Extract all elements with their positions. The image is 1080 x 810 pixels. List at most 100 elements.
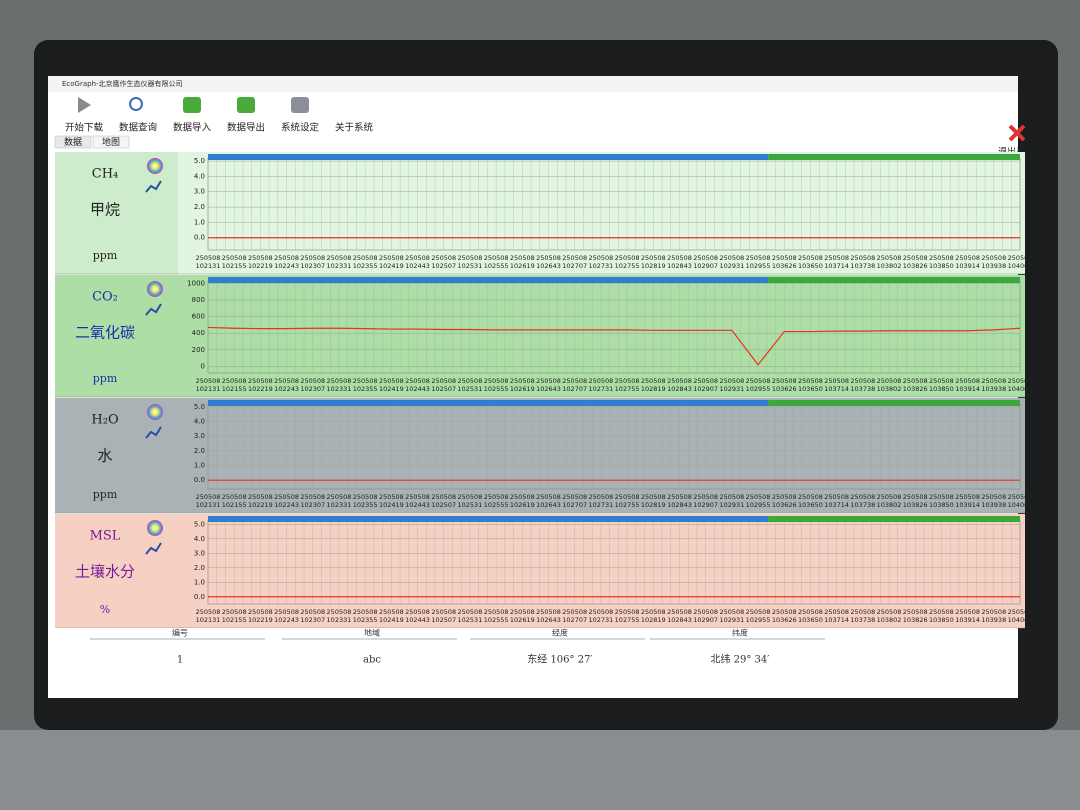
x-tick-time: 102331 <box>327 501 352 509</box>
x-tick-time: 102531 <box>458 616 483 624</box>
x-tick-date: 250508 <box>248 608 273 616</box>
x-tick-date: 250508 <box>772 254 797 262</box>
x-tick-time: 102355 <box>353 501 378 509</box>
x-tick-time: 102731 <box>588 385 613 393</box>
x-tick-date: 250508 <box>641 254 666 262</box>
x-tick-date: 250508 <box>536 254 561 262</box>
color-picker[interactable] <box>147 520 163 536</box>
x-tick-date: 250508 <box>798 254 823 262</box>
x-tick-time: 102931 <box>719 501 744 509</box>
x-tick-time: 103802 <box>877 262 902 270</box>
x-tick-date: 250508 <box>615 254 640 262</box>
x-tick-date: 250508 <box>327 493 352 501</box>
x-tick-date: 250508 <box>824 493 849 501</box>
table-cell: 东经 106° 27′ <box>527 653 593 666</box>
x-tick-time: 102731 <box>588 501 613 509</box>
toolbar-icon[interactable] <box>78 97 91 113</box>
x-tick-date: 250508 <box>536 608 561 616</box>
x-tick-time: 102731 <box>588 262 613 270</box>
x-tick-date: 250508 <box>484 377 509 385</box>
x-tick-date: 250508 <box>641 493 666 501</box>
plot-panel <box>178 275 1025 397</box>
toolbar-button[interactable]: 关于系统 <box>335 122 374 134</box>
x-tick-time: 102907 <box>693 616 718 624</box>
x-tick-time: 102619 <box>510 501 535 509</box>
style-icon[interactable] <box>145 542 162 555</box>
x-tick-date: 250508 <box>300 608 325 616</box>
x-tick-date: 250508 <box>431 254 456 262</box>
toolbar-icon[interactable] <box>183 97 201 113</box>
toolbar-button[interactable]: 系统设定 <box>281 122 320 134</box>
y-tick-label: 5.0 <box>194 520 205 528</box>
x-tick-time: 102907 <box>693 385 718 393</box>
table-header: 经度 <box>552 628 568 638</box>
tab[interactable] <box>54 135 92 149</box>
x-tick-time: 102507 <box>431 616 456 624</box>
tab-label[interactable]: 数据 <box>64 136 82 148</box>
x-tick-date: 250508 <box>693 254 718 262</box>
x-tick-time: 103738 <box>850 501 875 509</box>
x-tick-time: 103650 <box>798 616 823 624</box>
x-tick-date: 250508 <box>1008 377 1033 385</box>
x-tick-date: 250508 <box>196 254 221 262</box>
x-tick-time: 102331 <box>327 616 352 624</box>
x-tick-time: 102555 <box>484 262 509 270</box>
toolbar-icon[interactable] <box>291 97 309 113</box>
plot-panel <box>178 514 1025 628</box>
unit-label: ppm <box>93 372 118 385</box>
x-tick-date: 250508 <box>562 493 587 501</box>
style-icon[interactable] <box>145 303 162 316</box>
toolbar-button[interactable]: 开始下载 <box>65 122 104 134</box>
toolbar-icon[interactable] <box>237 97 255 113</box>
x-tick-date: 250508 <box>1008 608 1033 616</box>
x-tick-date: 250508 <box>667 493 692 501</box>
x-tick-time: 104004 <box>1008 616 1033 624</box>
x-tick-time: 103914 <box>955 262 980 270</box>
status-bar-green <box>768 277 1020 283</box>
x-tick-time: 102955 <box>746 262 771 270</box>
x-tick-date: 250508 <box>929 493 954 501</box>
x-tick-date: 250508 <box>929 608 954 616</box>
toolbar-button[interactable]: 数据导出 <box>227 122 265 134</box>
y-tick-label: 2.0 <box>194 564 205 572</box>
x-tick-time: 102843 <box>667 616 692 624</box>
x-tick-time: 102307 <box>300 501 325 509</box>
x-tick-time: 102219 <box>248 385 273 393</box>
table-cell: 1 <box>177 655 183 666</box>
style-icon[interactable] <box>145 426 162 439</box>
x-tick-date: 250508 <box>981 493 1006 501</box>
x-tick-time: 103850 <box>929 616 954 624</box>
x-tick-time: 102619 <box>510 616 535 624</box>
x-tick-time: 103802 <box>877 501 902 509</box>
x-tick-time: 102307 <box>300 262 325 270</box>
gas-formula: CO₂ <box>92 290 118 305</box>
x-tick-date: 250508 <box>353 608 378 616</box>
toolbar-button[interactable]: 数据导入 <box>173 122 212 134</box>
x-tick-time: 103626 <box>772 262 797 270</box>
status-bar-blue <box>208 154 769 160</box>
x-tick-time: 102843 <box>667 262 692 270</box>
x-tick-time: 102819 <box>641 616 666 624</box>
exit-icon[interactable] <box>1008 124 1026 142</box>
y-tick-label: 800 <box>192 296 205 304</box>
toolbar-icon[interactable] <box>129 97 143 111</box>
x-tick-time: 102443 <box>405 616 430 624</box>
x-tick-date: 250508 <box>693 377 718 385</box>
x-tick-date: 250508 <box>981 608 1006 616</box>
y-tick-label: 1.0 <box>194 578 205 586</box>
x-tick-date: 250508 <box>431 377 456 385</box>
color-picker[interactable] <box>147 158 163 174</box>
x-tick-date: 250508 <box>588 493 613 501</box>
x-tick-date: 250508 <box>458 254 483 262</box>
x-tick-date: 250508 <box>877 254 902 262</box>
unit-label: % <box>100 603 110 616</box>
color-picker[interactable] <box>147 404 163 420</box>
color-picker[interactable] <box>147 281 163 297</box>
x-tick-date: 250508 <box>196 608 221 616</box>
tab-label[interactable]: 地图 <box>102 136 120 148</box>
x-tick-date: 250508 <box>327 254 352 262</box>
toolbar-button[interactable]: 数据查询 <box>119 122 157 134</box>
x-tick-date: 250508 <box>588 377 613 385</box>
tab[interactable] <box>92 135 130 149</box>
style-icon[interactable] <box>145 180 162 193</box>
